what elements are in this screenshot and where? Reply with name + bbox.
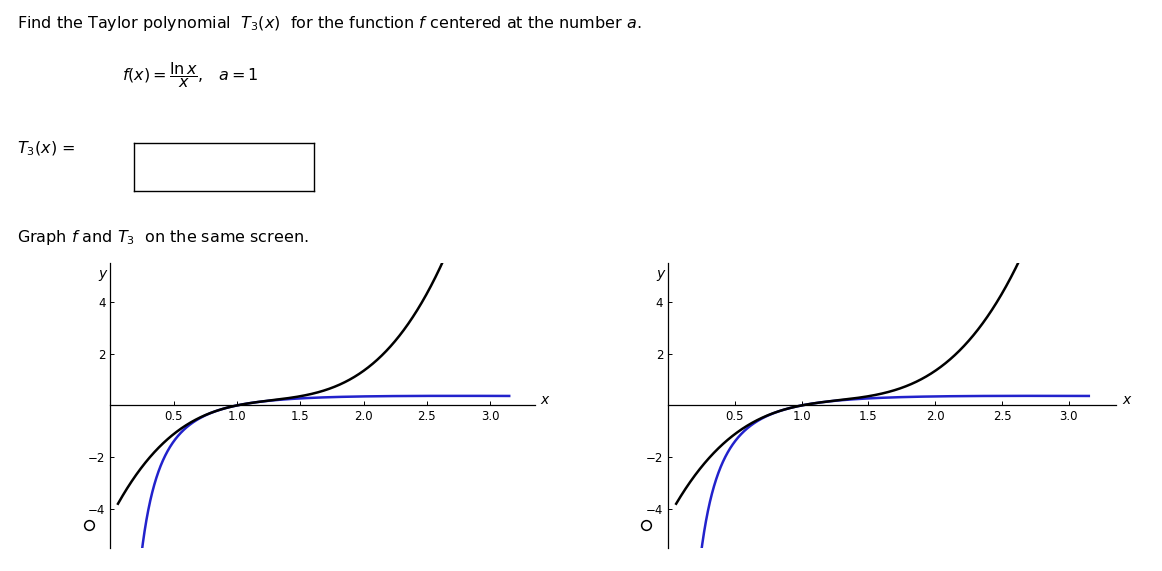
Text: $T_3(x)$ =: $T_3(x)$ = <box>17 140 76 158</box>
Text: Find the Taylor polynomial  $T_3(x)$  for the function $f$ centered at the numbe: Find the Taylor polynomial $T_3(x)$ for … <box>17 14 641 33</box>
Text: x: x <box>1122 393 1131 407</box>
Text: x: x <box>540 393 550 407</box>
Text: Graph $f$ and $T_3$  on the same screen.: Graph $f$ and $T_3$ on the same screen. <box>17 228 309 247</box>
Text: $f(x) = \dfrac{\ln x}{x}$,   $a = 1$: $f(x) = \dfrac{\ln x}{x}$, $a = 1$ <box>122 60 258 90</box>
Text: y: y <box>99 267 107 281</box>
Text: y: y <box>657 267 665 281</box>
